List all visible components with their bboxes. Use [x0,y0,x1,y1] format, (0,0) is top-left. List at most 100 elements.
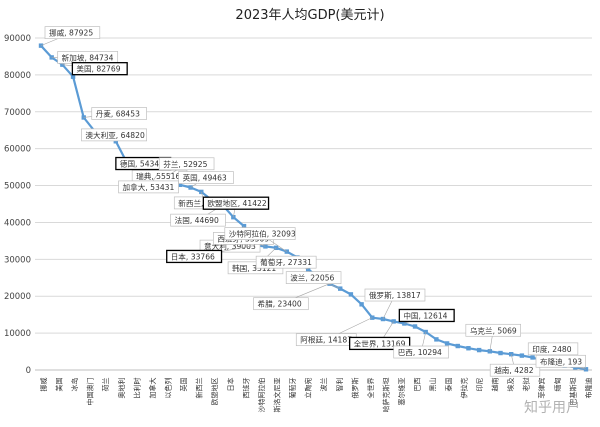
annotation-box [465,323,521,337]
y-tick-label: 20000 [4,292,31,302]
y-axis-ticks: 0 10000 20000 30000 40000 50000 60000 70000 8000… [4,34,31,376]
y-tick-label: 40000 [4,218,31,228]
y-tick-label: 10000 [4,329,31,339]
data-label: 瑞典, 55516 [136,171,180,181]
x-tick-label: 荷兰 [101,378,110,392]
data-point [188,185,193,190]
annotation-box [255,255,317,269]
x-tick-label: 中国澳门 [86,378,95,406]
y-tick-label: 60000 [4,145,31,155]
data-point [455,343,460,349]
x-tick-label: 波兰 [319,378,328,392]
data-label: 澳大利亚, 64820 [85,130,145,140]
data-label: 挪威, 87925 [49,28,93,38]
x-tick-label: 挪威 [39,378,48,392]
y-tick-label: 50000 [4,182,31,192]
annotation-box [202,196,270,210]
annotation: 中国, 12614 [398,308,455,324]
x-tick-label: 新西兰 [195,378,204,399]
x-tick-label: 巴基斯坦 [568,378,577,406]
x-tick-label: 加拿大 [148,378,157,399]
annotation: 沙特阿拉伯, 32093 [224,227,296,252]
data-label: 全世界, 13169 [354,338,406,348]
data-label: 丹麦, 68453 [96,108,140,118]
x-tick-label: 缅甸 [553,378,562,392]
data-point [476,347,482,353]
data-label: 韩国, 33121 [232,263,276,273]
x-tick-label: 英国 [179,378,188,392]
annotation: 澳大利亚, 64820 [81,128,147,142]
data-point [370,315,375,320]
annotation-box [224,227,296,240]
data-label: 俄罗斯, 13817 [369,290,421,300]
annotation-box [44,26,101,40]
gridlines [35,37,592,371]
x-tick-label: 智利 [335,378,344,392]
data-label: 芬兰, 52925 [163,159,207,169]
x-tick-label: 斯洛文尼亚 [273,378,282,413]
y-tick-label: 70000 [4,108,31,118]
x-tick-label: 俄罗斯 [350,378,359,399]
data-labels: 挪威, 87925 新加坡, 84734 美国, 82769 丹麦, 68453 澳大利… [40,26,587,377]
annotation: 俄罗斯, 13817 [364,288,426,320]
annotation-box [489,363,541,377]
data-point [530,355,535,360]
x-tick-label: 葡萄牙 [288,378,297,399]
x-tick-label: 美国 [55,378,64,392]
annotation-box [393,345,449,359]
x-tick-label: 菲律宾 [537,378,546,399]
data-point [380,316,386,322]
data-label: 加拿大, 53431 [123,182,175,192]
annotation: 葡萄牙, 27331 [255,255,317,270]
data-label: 英国, 49463 [183,173,227,183]
annotation: 阿根廷, 14187 [295,317,373,347]
data-point [498,350,503,356]
data-point [359,302,364,307]
data-label: 日本, 33766 [171,251,215,261]
y-tick-label: 0 [26,366,31,376]
x-tick-label: 西班牙 [241,378,250,399]
data-point [434,337,439,342]
x-tick-label: 沙特阿拉伯 [257,378,266,413]
annotation-box [535,354,586,368]
x-tick-label: 欧盟地区 [210,378,219,406]
annotation: 波兰, 22056 [285,271,342,289]
data-label: 沙特阿拉伯, 32093 [229,229,296,239]
annotation: 乌克兰, 5069 [465,323,521,352]
data-label: 德国, 54343 [120,159,164,169]
data-label: 法国, 44690 [175,215,219,225]
annotation-box [81,128,147,142]
data-label: 希腊, 23400 [258,299,302,309]
annotation: 巴西, 10294 [393,331,449,359]
data-label: 波兰, 22056 [290,273,334,283]
data-point [466,346,471,351]
data-point [508,352,514,357]
x-tick-label: 老挝 [522,378,531,392]
series-line [40,44,587,371]
data-point [177,182,183,188]
data-label: 意大利, 39003 [204,241,256,251]
annotation-box [158,157,215,171]
data-label: 葡萄牙, 27331 [260,257,312,267]
annotation-box [364,288,426,302]
data-label: 中国, 12614 [403,310,447,320]
annotation: 新加坡, 84734 [51,51,119,64]
annotation: 全世界, 13169 [348,321,411,351]
x-tick-label: 哈萨克斯坦 [382,378,391,413]
data-label: 阿根廷, 14187 [300,335,352,345]
data-label: 越南, 4282 [494,365,534,375]
x-tick-label: 布隆迪 [584,378,593,399]
x-tick-label: 越南 [491,378,500,392]
annotation: 布隆迪, 193 [535,354,587,370]
annotation: 美国, 82769 [62,62,128,76]
annotation: 欧盟地区, 41422 [202,196,270,218]
x-tick-label: 巴西 [414,378,422,392]
data-point [519,353,525,358]
data-label: 布隆迪, 193 [540,356,582,366]
x-tick-label: 塞尔维亚 [397,378,406,406]
x-tick-label: 以色列 [164,378,173,399]
data-point [348,292,354,297]
x-tick-label: 印尼 [476,378,484,392]
annotation: 越南, 4282 [489,354,541,377]
